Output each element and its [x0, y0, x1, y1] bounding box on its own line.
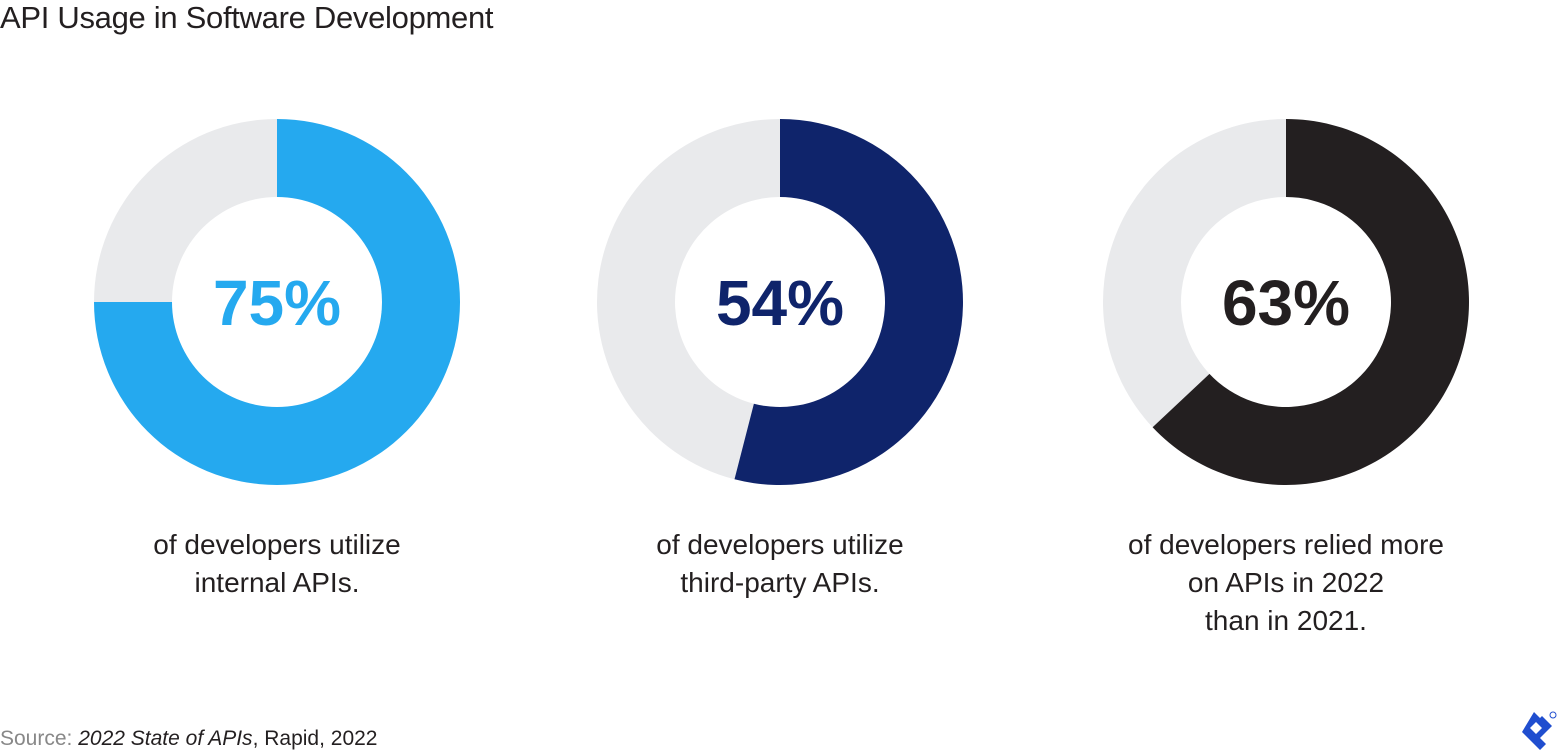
donut-remainder [94, 119, 277, 302]
donut-percent-label: 63% [1222, 267, 1350, 339]
caption-line: of developers utilize [153, 529, 401, 560]
caption-line: on APIs in 2022 [1187, 567, 1385, 598]
donut-value-arc [1152, 119, 1469, 485]
caption-reliance: of developers relied more on APIs in 202… [1076, 526, 1496, 640]
caption-line: third-party APIs. [680, 567, 880, 598]
donut-value-arc [734, 119, 963, 485]
source-label: Source: [0, 727, 73, 750]
donut-percent-label: 75% [213, 267, 341, 339]
caption-third-party: of developers utilize third-party APIs. [570, 526, 990, 602]
caption-line: of developers relied more [1128, 529, 1444, 560]
source-note: Source: 2022 State of APIs, Rapid, 2022 [0, 727, 378, 751]
donut-remainder [1102, 119, 1286, 428]
source-rest: , Rapid, 2022 [252, 727, 378, 750]
chart-title: API Usage in Software Development [0, 0, 494, 35]
caption-line: than in 2021. [1205, 605, 1367, 636]
caption-line: of developers utilize [656, 529, 904, 560]
toptal-logo-icon [1522, 711, 1557, 750]
source-title: 2022 State of APIs [78, 727, 253, 750]
donut-remainder [597, 119, 780, 480]
caption-internal: of developers utilize internal APIs. [67, 526, 487, 602]
caption-line: internal APIs. [194, 567, 360, 598]
donut-percent-label: 54% [716, 267, 844, 339]
donut-value-arc [94, 119, 460, 485]
